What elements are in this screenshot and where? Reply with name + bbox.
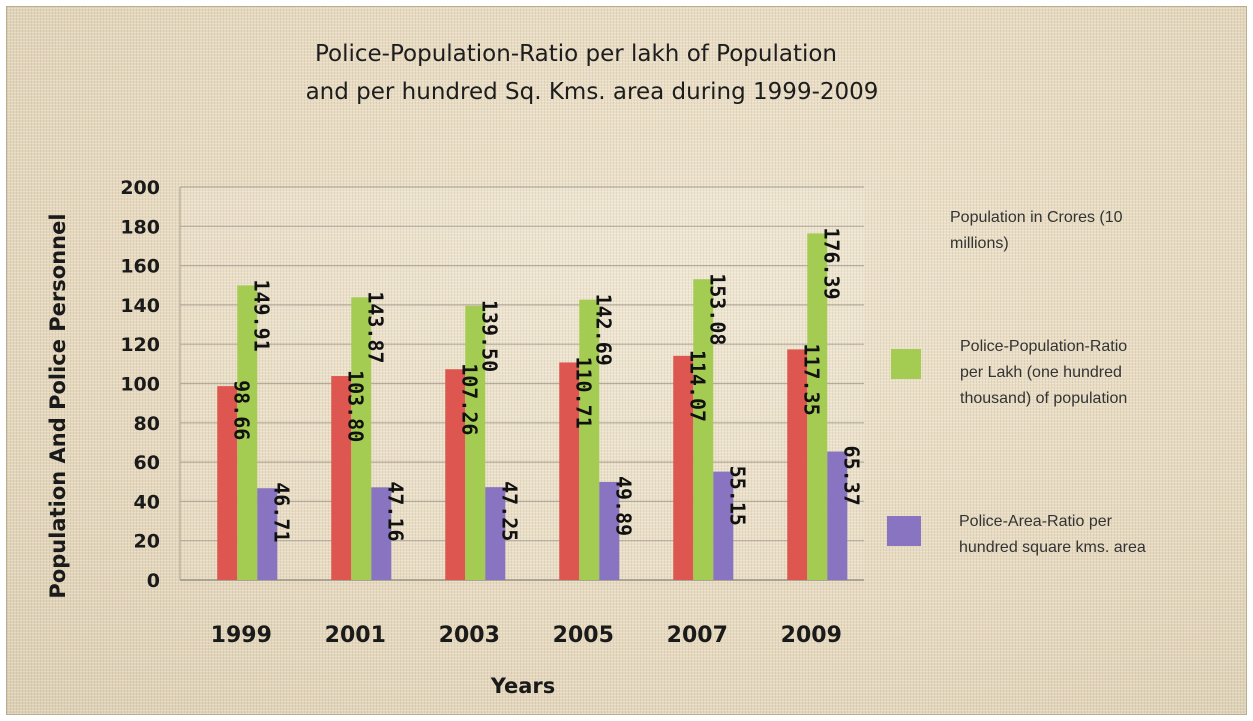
data-label: 107.26 xyxy=(457,363,481,435)
data-label: 46.71 xyxy=(269,482,293,542)
y-tick-label: 20 xyxy=(134,531,160,553)
data-label: 98.66 xyxy=(229,380,253,440)
bar xyxy=(485,487,506,580)
bar xyxy=(787,349,808,580)
x-axis-ticks: 1999 2001 2003 2005 2007 2009 xyxy=(211,623,842,648)
y-tick-label: 0 xyxy=(147,570,160,592)
bar xyxy=(807,233,828,580)
y-axis-ticks: 0 20 40 60 80 100 120 140 160 180 200 xyxy=(120,177,160,592)
y-tick-label: 80 xyxy=(134,413,160,435)
chart-frame: Police-Population-Ratio per lakh of Popu… xyxy=(6,6,1247,715)
x-tick-label: 2001 xyxy=(325,623,386,648)
y-tick-label: 120 xyxy=(120,334,160,356)
chart: Police-Population-Ratio per lakh of Popu… xyxy=(46,41,1146,698)
y-tick-label: 200 xyxy=(120,177,160,199)
chart-title-line-2: and per hundred Sq. Kms. area during 199… xyxy=(306,79,879,105)
data-label: 149.91 xyxy=(249,279,273,351)
legend-entry: Population in Crores (10 millions) xyxy=(950,209,1123,252)
bar xyxy=(445,369,466,580)
data-label: 153.08 xyxy=(705,273,729,345)
bar xyxy=(217,386,238,580)
data-label: 103.80 xyxy=(343,370,367,442)
data-label: 47.25 xyxy=(497,481,521,541)
legend-entry: Police-Area-Ratio per hundred square kms.… xyxy=(959,513,1146,556)
y-tick-label: 180 xyxy=(120,216,160,238)
bar xyxy=(713,471,734,580)
data-labels: 98.66149.9146.71103.80143.8747.16107.261… xyxy=(229,227,863,542)
bar xyxy=(237,285,258,580)
data-label: 142.69 xyxy=(591,294,615,366)
chart-title-line-1: Police-Population-Ratio per lakh of Popu… xyxy=(315,41,837,67)
bar xyxy=(673,355,694,580)
bar xyxy=(579,299,600,580)
x-axis-label: Years xyxy=(490,674,556,698)
bar xyxy=(331,376,352,580)
y-tick-label: 60 xyxy=(134,452,160,474)
x-tick-label: 2007 xyxy=(667,623,728,648)
data-label: 49.89 xyxy=(611,476,635,536)
data-label: 117.35 xyxy=(799,343,823,415)
bar xyxy=(351,297,372,580)
bar xyxy=(599,481,620,580)
y-tick-label: 160 xyxy=(120,256,160,278)
x-tick-label: 2009 xyxy=(781,623,842,648)
y-axis-label: Population And Police Personnel xyxy=(46,213,70,598)
bars xyxy=(217,233,848,580)
data-label: 143.87 xyxy=(363,291,387,363)
legend-swatch xyxy=(887,516,921,546)
data-label: 139.50 xyxy=(477,300,501,372)
data-label: 176.39 xyxy=(819,227,843,299)
bar xyxy=(559,362,580,580)
x-tick-label: 2005 xyxy=(553,623,614,648)
data-label: 110.71 xyxy=(571,356,595,428)
bar xyxy=(465,305,486,580)
bar xyxy=(371,487,392,580)
y-tick-label: 140 xyxy=(120,295,160,317)
y-tick-label: 100 xyxy=(120,374,160,396)
data-label: 114.07 xyxy=(685,350,709,422)
legend-swatch xyxy=(891,349,921,379)
x-tick-label: 2003 xyxy=(439,623,500,648)
x-tick-label: 1999 xyxy=(211,623,272,648)
y-tick-label: 40 xyxy=(134,491,160,513)
gridlines xyxy=(179,186,864,581)
bar xyxy=(257,488,278,580)
bar xyxy=(693,279,714,580)
legend: Population in Crores (10 millions) Police-… xyxy=(887,209,1146,556)
data-label: 65.37 xyxy=(839,446,863,506)
legend-entry: Police-Population-Ratio per Lakh (one hun… xyxy=(960,338,1127,407)
bar xyxy=(827,451,848,580)
data-label: 55.15 xyxy=(725,466,749,526)
data-label: 47.16 xyxy=(383,481,407,541)
